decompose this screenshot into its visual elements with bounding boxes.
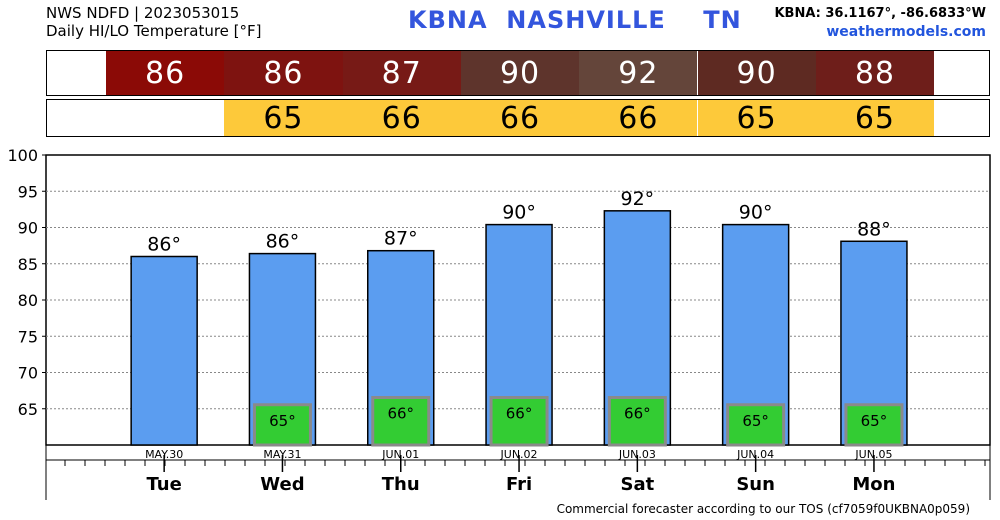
low-label: 66°: [624, 405, 651, 423]
high-temp-row: 86 86 87 90 92 90 88: [46, 50, 990, 96]
low-bar: [844, 403, 904, 447]
low-temp-cell: 65: [697, 100, 816, 136]
day-label: Mon: [852, 474, 895, 495]
low-temp-row: 65 66 66 66 65 65: [46, 99, 990, 137]
day-label: Tue: [146, 474, 181, 495]
low-temp-cell: 66: [342, 100, 461, 136]
station-title: KBNA NASHVILLE TN: [408, 6, 742, 34]
y-tick-label: 90: [18, 219, 38, 238]
header-info: NWS NDFD | 2023053015 Daily HI/LO Temper…: [46, 4, 262, 40]
date-label: JUN.02: [500, 448, 538, 461]
high-label: 90°: [502, 202, 536, 224]
low-bar: [489, 396, 549, 447]
high-label: 86°: [266, 231, 300, 253]
high-label: 90°: [739, 202, 773, 224]
product-line: NWS NDFD | 2023053015: [46, 4, 240, 22]
day-label: Thu: [382, 474, 420, 495]
header-meta: KBNA: 36.1167°, -86.6833°W weathermodels…: [774, 5, 986, 41]
date-label: JUN.04: [736, 448, 774, 461]
low-bar: [726, 403, 786, 447]
station-code: KBNA: [408, 6, 488, 34]
high-label: 88°: [857, 218, 891, 240]
y-tick-label: 65: [18, 400, 38, 419]
day-label: Sat: [620, 474, 654, 495]
low-temp-cell: 65: [815, 100, 935, 136]
high-temp-cell: 86: [106, 51, 225, 95]
high-temp-cell: 90: [697, 51, 816, 95]
day-label: Sun: [736, 474, 775, 495]
date-label: JUN.05: [854, 448, 892, 461]
date-label: MAY.31: [263, 448, 301, 461]
low-label: 66°: [387, 405, 414, 423]
high-bar: [130, 255, 198, 446]
station-coords: KBNA: 36.1167°, -86.6833°W: [774, 6, 986, 21]
day-label: Fri: [506, 474, 532, 495]
low-temp-cell: 66: [460, 100, 580, 136]
high-temp-cell: 86: [224, 51, 343, 95]
low-label: 65°: [269, 412, 296, 430]
high-label: 86°: [147, 234, 181, 256]
low-bar: [607, 396, 667, 447]
y-tick-label: 85: [18, 255, 38, 274]
day-label: Wed: [260, 474, 304, 495]
y-tick-label: 100: [7, 146, 38, 165]
date-label: JUN.03: [618, 448, 656, 461]
low-temp-cell: 65: [224, 100, 343, 136]
low-label: 66°: [506, 405, 533, 423]
high-temp-cell: 88: [815, 51, 935, 95]
footer-note: Commercial forecaster according to our T…: [556, 502, 970, 516]
station-state: TN: [703, 6, 742, 34]
high-label: 87°: [384, 228, 418, 250]
site-link[interactable]: weathermodels.com: [826, 24, 986, 40]
y-tick-label: 75: [18, 327, 38, 346]
y-tick-label: 70: [18, 364, 38, 383]
date-label: MAY.30: [145, 448, 183, 461]
variable-line: Daily HI/LO Temperature [°F]: [46, 22, 262, 40]
station-city: NASHVILLE: [506, 6, 666, 34]
high-temp-cell: 92: [579, 51, 698, 95]
low-label: 65°: [861, 412, 888, 430]
high-label: 92°: [621, 188, 655, 210]
date-label: JUN.01: [381, 448, 419, 461]
low-label: 65°: [742, 412, 769, 430]
low-temp-cell: 66: [579, 100, 698, 136]
low-bar: [371, 396, 431, 447]
y-tick-label: 95: [18, 182, 38, 201]
low-bar: [252, 403, 312, 447]
y-tick-label: 80: [18, 291, 38, 310]
high-temp-cell: 87: [342, 51, 461, 95]
high-temp-cell: 90: [460, 51, 580, 95]
